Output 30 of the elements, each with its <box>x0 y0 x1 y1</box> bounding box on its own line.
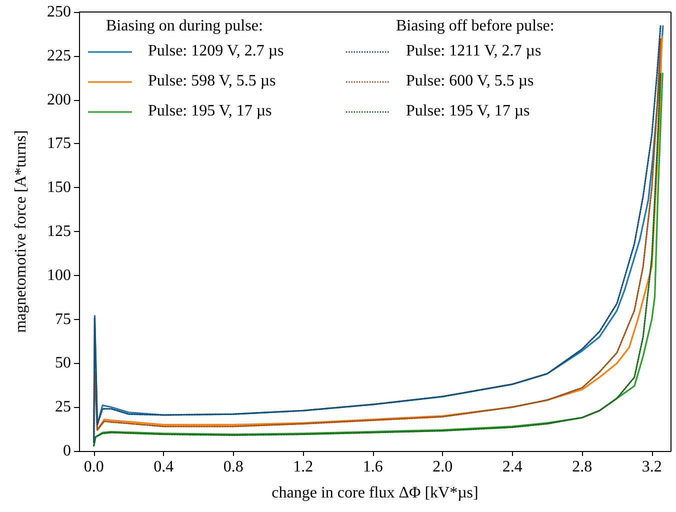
legend-label: Pulse: 195 V, 17 µs <box>406 102 530 120</box>
y-tick-label: 225 <box>47 47 71 64</box>
legend-label: Pulse: 1211 V, 2.7 µs <box>406 42 542 60</box>
x-tick-label: 2.8 <box>572 458 592 476</box>
legend-label: Pulse: 600 V, 5.5 µs <box>406 72 534 90</box>
y-tick-label: 0 <box>63 442 71 460</box>
y-tick-label: 50 <box>55 354 71 372</box>
x-tick-label: 0.8 <box>223 458 244 476</box>
legend-label: Pulse: 195 V, 17 µs <box>148 102 272 120</box>
y-tick-label: 75 <box>55 310 71 328</box>
x-tick-label: 2.0 <box>432 458 453 476</box>
y-axis-title: magnetomotive force [A*turns] <box>12 130 30 333</box>
annotation: Biasing off before pulse: <box>396 18 554 34</box>
y-tick-label: 175 <box>47 135 71 152</box>
x-axis-title: change in core flux ΔΦ [kV*µs] <box>272 484 478 502</box>
x-tick-label: 1.2 <box>293 458 314 476</box>
x-tick-label: 3.2 <box>642 458 662 476</box>
y-tick-label: 100 <box>47 266 71 284</box>
annotation: Biasing on during pulse: <box>106 18 263 34</box>
legend-label: Pulse: 598 V, 5.5 µs <box>148 72 276 90</box>
x-tick-label: 2.4 <box>502 458 522 476</box>
y-tick-label: 150 <box>47 179 71 196</box>
y-tick-label: 25 <box>55 398 71 416</box>
x-tick-label: 0.0 <box>84 458 104 476</box>
x-tick-label: 1.6 <box>362 458 383 476</box>
y-tick-label: 250 <box>47 4 71 20</box>
legend-label: Pulse: 1209 V, 2.7 µs <box>148 42 284 60</box>
x-tick-label: 0.4 <box>154 458 174 476</box>
y-tick-label: 200 <box>47 91 71 108</box>
y-tick-label: 125 <box>47 223 71 240</box>
